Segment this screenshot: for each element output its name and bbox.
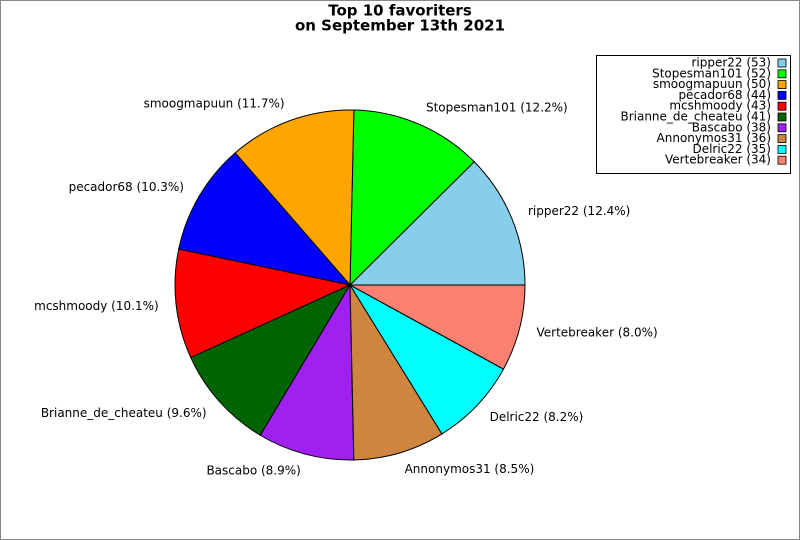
pie-slice: [349, 109, 475, 287]
slice-label: ripper22 (12.4%): [528, 204, 630, 218]
slice-label: Delric22 (8.2%): [490, 410, 584, 424]
legend-label: Annonymos31 (36): [657, 131, 771, 145]
slice-label: pecador68 (10.3%): [69, 180, 184, 194]
pie-slice: [234, 109, 355, 287]
pie-slice: [349, 283, 443, 461]
legend-label: Vertebreaker (34): [665, 153, 771, 167]
legend-swatch: [777, 123, 787, 133]
slice-label: Vertebreaker (8.0%): [536, 325, 657, 339]
legend-swatch: [777, 101, 787, 111]
legend-swatch: [777, 91, 787, 100]
legend-swatch: [777, 134, 787, 144]
slice-label: Annonymos31 (8.5%): [405, 462, 535, 476]
legend-swatch: [777, 144, 787, 154]
legend-swatch: [777, 112, 787, 122]
legend-box: [596, 55, 791, 174]
slice-label: Brianne_de_cheateu (9.6%): [41, 406, 207, 420]
legend-swatch: [777, 80, 787, 89]
pie-slice: [348, 161, 526, 286]
legend-label: mcshmoody (43): [669, 99, 771, 113]
legend-swatch: [777, 58, 787, 68]
legend-label: Delric22 (35): [692, 142, 771, 156]
pie-slice: [190, 283, 352, 436]
pie-slice: [174, 248, 352, 359]
legend-label: smoogmapuun (50): [653, 77, 771, 91]
slice-label: Stopesman101 (12.2%): [426, 101, 568, 115]
chart-subtitle: on September 13th 2021: [295, 17, 505, 35]
legend-swatch: [777, 155, 787, 165]
legend-label: Stopesman101 (52): [652, 66, 771, 80]
slice-label: smoogmapuun (11.7%): [144, 96, 285, 110]
pie-slice: [259, 283, 355, 461]
slice-label: Bascabo (8.9%): [206, 464, 300, 478]
legend-swatch: [777, 69, 787, 79]
legend-label: Brianne_de_cheateu (41): [620, 110, 771, 124]
chart-title: Top 10 favoriters: [328, 2, 472, 20]
legend-label: pecador68 (44): [678, 88, 771, 102]
slice-label: mcshmoody (10.1%): [34, 299, 159, 313]
pie-slice: [178, 152, 352, 286]
pie-slice: [349, 284, 526, 370]
legend-label: Bascabo (38): [692, 120, 771, 134]
pie-slice: [348, 283, 505, 435]
legend-label: ripper22 (53): [691, 56, 771, 70]
